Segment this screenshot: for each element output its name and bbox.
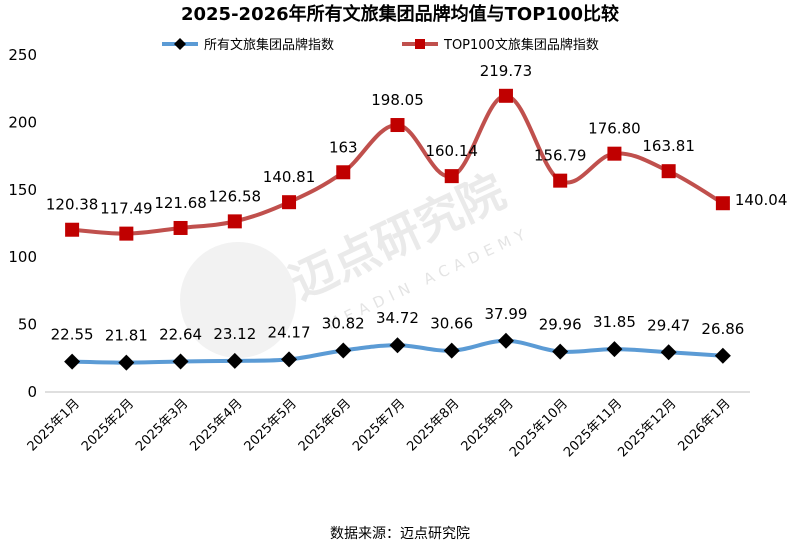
data-point-all <box>118 354 135 371</box>
data-label: 163.81 <box>642 137 695 155</box>
data-point-all <box>552 343 569 360</box>
data-label: 21.81 <box>105 327 148 345</box>
source-note: 数据来源：迈点研究院 <box>330 526 470 542</box>
data-label: 22.64 <box>159 325 202 343</box>
data-point-top100 <box>444 169 459 184</box>
data-point-all <box>335 342 352 359</box>
x-tick-label: 2025年2月 <box>79 396 137 454</box>
legend-marker-diamond <box>174 38 186 50</box>
data-labels: 22.55 21.81 22.64 23.12 24.17 30.82 34.72 30.66… <box>46 62 788 345</box>
y-tick-label: 150 <box>8 181 37 199</box>
data-point-top100 <box>336 165 351 180</box>
legend-label: 所有文旅集团品牌指数 <box>204 37 334 53</box>
data-label: 31.85 <box>593 313 636 331</box>
data-point-top100 <box>65 222 80 237</box>
data-label: 22.55 <box>51 326 94 344</box>
data-label: 126.58 <box>209 187 262 205</box>
data-point-top100 <box>498 88 513 103</box>
data-label: 156.79 <box>534 147 587 165</box>
data-label: 140.81 <box>263 168 316 186</box>
data-label: 117.49 <box>100 200 153 218</box>
data-point-top100 <box>715 196 730 211</box>
data-label: 26.86 <box>701 320 744 338</box>
data-point-all <box>606 341 623 358</box>
watermark-logo-icon <box>180 242 296 358</box>
data-point-all <box>389 337 406 354</box>
series-layer <box>64 88 731 371</box>
x-tick-label: 2025年8月 <box>404 396 462 454</box>
data-label: 37.99 <box>484 305 527 323</box>
y-tick-label: 250 <box>8 46 37 64</box>
data-point-top100 <box>661 164 676 179</box>
data-point-top100 <box>607 146 622 161</box>
y-tick-label: 0 <box>27 383 37 401</box>
chart-title: 2025-2026年所有文旅集团品牌均值与TOP100比较 <box>181 3 619 25</box>
data-point-all <box>281 351 298 368</box>
legend-marker-square <box>415 39 425 49</box>
x-tick-label: 2025年3月 <box>133 396 191 454</box>
data-point-top100 <box>553 173 568 188</box>
data-label: 198.05 <box>371 91 424 109</box>
data-label: 24.17 <box>268 323 311 341</box>
x-tick-label: 2025年7月 <box>350 396 408 454</box>
y-tick-label: 100 <box>8 248 37 266</box>
data-point-top100 <box>173 220 188 235</box>
x-tick-label: 2025年1月 <box>25 396 83 454</box>
data-point-top100 <box>282 195 297 210</box>
legend-label: TOP100文旅集团品牌指数 <box>443 37 599 53</box>
data-label: 121.68 <box>154 194 207 212</box>
data-label: 34.72 <box>376 309 419 327</box>
data-label: 163 <box>329 138 358 156</box>
x-tick-label: 2025年4月 <box>187 396 245 454</box>
data-point-top100 <box>119 226 134 241</box>
data-label: 219.73 <box>480 62 533 80</box>
data-label: 176.80 <box>588 120 641 138</box>
data-point-all <box>714 347 731 364</box>
data-point-all <box>497 332 514 349</box>
data-label: 29.47 <box>647 316 690 334</box>
y-tick-label: 200 <box>8 113 37 131</box>
data-point-all <box>660 344 677 361</box>
data-point-all <box>64 353 81 370</box>
x-tick-label: 2025年12月 <box>615 396 679 460</box>
data-label: 120.38 <box>46 196 99 214</box>
data-point-top100 <box>390 118 405 133</box>
data-label: 160.14 <box>425 142 478 160</box>
x-tick-label: 2025年9月 <box>459 396 517 454</box>
x-tick-label: 2026年1月 <box>675 396 733 454</box>
data-point-top100 <box>227 214 242 229</box>
data-point-all <box>172 353 189 370</box>
data-label: 23.12 <box>213 325 256 343</box>
data-label: 30.82 <box>322 314 365 332</box>
x-tick-label: 2025年6月 <box>296 396 354 454</box>
data-label: 30.66 <box>430 315 473 333</box>
data-point-all <box>443 342 460 359</box>
x-tick-label: 2025年5月 <box>242 396 300 454</box>
legend: 所有文旅集团品牌指数 TOP100文旅集团品牌指数 <box>162 37 599 53</box>
data-point-all <box>226 352 243 369</box>
data-label: 140.04 <box>735 191 788 209</box>
data-label: 29.96 <box>539 316 582 334</box>
y-tick-label: 50 <box>18 316 37 334</box>
